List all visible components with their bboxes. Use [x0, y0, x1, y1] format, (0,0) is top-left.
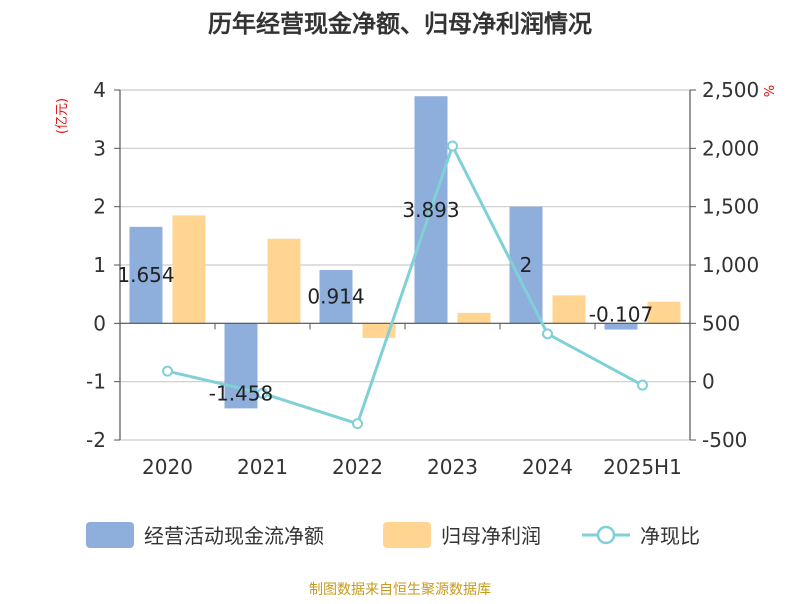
left-axis-unit: (亿元)	[55, 98, 70, 134]
right-tick-label: 0	[702, 370, 715, 394]
data-label-cashflow: -0.107	[589, 303, 653, 327]
bar-cashflow	[129, 226, 163, 324]
source-note: 制图数据来自恒生聚源数据库	[309, 582, 491, 598]
x-tick-label: 2023	[427, 455, 478, 479]
left-tick-label: -2	[86, 428, 106, 452]
ratio-point	[257, 387, 268, 399]
ratio-point	[637, 379, 648, 391]
bar-layer	[129, 96, 681, 409]
bar-netprofit	[457, 312, 491, 324]
legend-swatch-cashflow	[86, 522, 134, 548]
line-layer	[162, 140, 648, 430]
right-axis-unit: %	[760, 85, 775, 97]
left-tick-label: 4	[93, 78, 106, 102]
data-label-cashflow: 0.914	[307, 285, 364, 309]
left-tick-label: -1	[86, 370, 106, 394]
bar-netprofit	[552, 295, 586, 324]
ratio-point	[162, 365, 173, 377]
ratio-line	[167, 144, 644, 426]
left-tick-label: 2	[93, 195, 106, 219]
right-tick-label: 1,500	[702, 195, 759, 219]
ratio-point	[542, 328, 553, 340]
legend-label-cashflow: 经营活动现金流净额	[144, 524, 324, 548]
bar-cashflow	[509, 206, 543, 324]
data-label-cashflow: 3.893	[402, 198, 459, 222]
x-tick-label: 2025H1	[603, 455, 682, 479]
ratio-point	[352, 418, 363, 430]
chart-title: 历年经营现金净额、归母净利润情况	[208, 10, 592, 38]
axis-layer: 4 3 2 1 0 -1 -2 2,500 2,000 1,500 1,000 500 0 -500 202…	[86, 78, 759, 479]
data-label-cashflow: 2	[520, 253, 533, 277]
bar-netprofit	[267, 238, 301, 324]
right-tick-label: 500	[702, 311, 740, 335]
x-tick-label: 2024	[522, 455, 573, 479]
bar-netprofit	[172, 215, 206, 324]
right-tick-label: 2,500	[702, 78, 759, 102]
bar-netprofit	[647, 301, 681, 324]
left-tick-label: 0	[93, 311, 106, 335]
right-tick-label: 1,000	[702, 253, 759, 277]
label-layer: 1.654 -1.458 0.914 3.893 2 -0.107	[117, 198, 653, 406]
data-label-cashflow: 1.654	[117, 263, 174, 287]
bar-cashflow	[224, 323, 258, 409]
data-label-cashflow: -1.458	[209, 381, 273, 405]
right-tick-label: -500	[702, 428, 747, 452]
legend: 经营活动现金流净额 归母净利润 净现比	[86, 522, 700, 548]
bar-cashflow	[604, 323, 638, 330]
x-tick-label: 2021	[237, 455, 288, 479]
left-tick-label: 3	[93, 136, 106, 160]
x-tick-label: 2022	[332, 455, 383, 479]
ratio-point	[447, 140, 458, 152]
legend-swatch-netprofit	[383, 522, 431, 548]
bar-cashflow	[319, 270, 353, 324]
left-tick-label: 1	[93, 253, 106, 277]
right-tick-label: 2,000	[702, 136, 759, 160]
x-tick-label: 2020	[142, 455, 193, 479]
legend-label-ratio: 净现比	[640, 524, 700, 548]
legend-label-netprofit: 归母净利润	[441, 524, 541, 548]
legend-marker-ratio	[596, 525, 616, 545]
